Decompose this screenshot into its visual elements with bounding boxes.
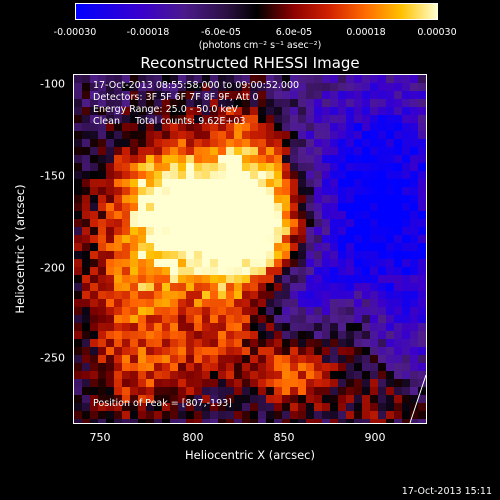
info-detectors: Detectors: 3F 5F 6F 7F 8F 9F, Att 0	[93, 92, 259, 103]
colorbar-tick: 0.00030	[417, 27, 457, 38]
x-tick: 800	[182, 431, 204, 444]
x-tick: 850	[273, 431, 295, 444]
y-tick: -150	[40, 169, 65, 183]
x-tick: 750	[89, 431, 111, 444]
colorbar-tick: -0.00018	[126, 27, 170, 38]
y-tick: -100	[40, 77, 65, 91]
y-tick: -250	[40, 351, 65, 365]
colorbar-tick: 6.0e-05	[275, 27, 313, 38]
timestamp: 17-Oct-2013 15:11	[401, 486, 492, 497]
colorbar-tick: -6.0e-05	[201, 27, 241, 38]
peak-position: Position of Peak = [807,-193]	[93, 398, 232, 409]
info-clean: Clean Total counts: 9.62E+03	[93, 116, 246, 127]
info-energy: Energy Range: 25.0 - 50.0 keV	[93, 104, 238, 115]
colorbar-units: (photons cm⁻² s⁻¹ asec⁻²)	[198, 40, 322, 51]
colorbar	[75, 3, 438, 20]
colorbar-tick: 0.00018	[346, 27, 386, 38]
x-tick: 900	[364, 431, 386, 444]
y-tick: -200	[40, 261, 65, 275]
info-time: 17-Oct-2013 08:55:58.000 to 09:00:52.000	[93, 80, 300, 91]
solar-image	[73, 74, 427, 424]
y-axis-label: Heliocentric Y (arcsec)	[13, 184, 27, 314]
x-axis-label: Heliocentric X (arcsec)	[185, 448, 315, 462]
heatmap-canvas	[74, 75, 426, 423]
image-title: Reconstructed RHESSI Image	[140, 54, 360, 72]
colorbar-tick: -0.00030	[53, 27, 97, 38]
